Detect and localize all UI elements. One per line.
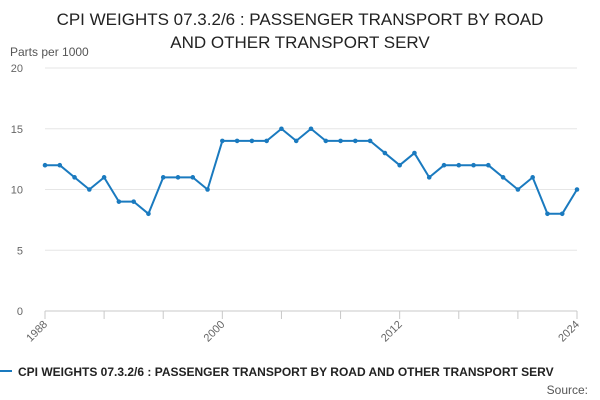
data-point[interactable]	[131, 199, 136, 204]
data-point[interactable]	[515, 187, 521, 192]
y-tick-label: 5	[17, 245, 23, 257]
x-tick-label: 2012	[379, 319, 405, 345]
data-point[interactable]	[146, 211, 151, 217]
data-point[interactable]	[57, 162, 63, 168]
legend[interactable]: CPI WEIGHTS 07.3.2/6 : PASSENGER TRANSPO…	[0, 365, 600, 385]
data-point[interactable]	[249, 138, 255, 144]
data-point[interactable]	[426, 175, 432, 180]
data-point[interactable]	[308, 126, 314, 132]
data-point[interactable]	[456, 162, 462, 168]
series-line	[45, 127, 578, 215]
data-point[interactable]	[367, 138, 373, 144]
y-tick-label: 15	[11, 124, 23, 136]
data-point[interactable]	[72, 175, 77, 180]
data-point[interactable]	[190, 175, 196, 180]
data-point[interactable]	[338, 138, 343, 144]
data-point[interactable]	[205, 187, 210, 192]
data-point[interactable]	[441, 162, 447, 168]
data-point[interactable]	[87, 187, 92, 192]
y-tick-label: 20	[11, 63, 23, 75]
x-tick-label: 1988	[24, 319, 50, 345]
data-point[interactable]	[545, 211, 550, 217]
data-point[interactable]	[160, 175, 166, 180]
data-point[interactable]	[412, 150, 417, 156]
data-point[interactable]	[397, 162, 402, 168]
gridlines	[45, 67, 577, 312]
y-tick-label: 10	[11, 185, 23, 197]
data-point[interactable]	[500, 175, 506, 180]
data-point[interactable]	[486, 162, 491, 168]
data-point[interactable]	[293, 138, 299, 144]
data-point[interactable]	[175, 175, 181, 180]
legend-swatch	[0, 370, 12, 373]
data-point[interactable]	[279, 126, 284, 132]
x-tick-label: 2000	[202, 319, 228, 345]
y-tick-label: 0	[17, 306, 23, 318]
data-point[interactable]	[101, 175, 107, 180]
axes: 0 5 10 15 20 Parts per 1000 1988 2000 2012 2024	[10, 45, 582, 344]
data-point[interactable]	[353, 138, 358, 144]
data-point[interactable]	[42, 162, 48, 168]
data-point[interactable]	[234, 138, 240, 144]
legend-label: CPI WEIGHTS 07.3.2/6 : PASSENGER TRANSPO…	[18, 365, 554, 379]
chart-title: CPI WEIGHTS 07.3.2/6 : PASSENGER TRANSPO…	[56, 10, 544, 52]
data-point[interactable]	[382, 150, 388, 156]
data-point[interactable]	[264, 138, 269, 144]
series-points	[42, 126, 580, 217]
source-label: Source:	[546, 383, 588, 397]
data-point[interactable]	[323, 138, 329, 144]
y-axis-label: Parts per 1000	[10, 45, 89, 59]
data-point[interactable]	[471, 162, 476, 168]
data-point[interactable]	[220, 138, 225, 144]
x-tick-label: 2024	[556, 319, 582, 345]
data-point[interactable]	[574, 187, 580, 192]
data-point[interactable]	[116, 199, 122, 204]
data-point[interactable]	[559, 211, 565, 217]
series-line-layer	[45, 127, 578, 215]
data-point[interactable]	[530, 175, 535, 180]
